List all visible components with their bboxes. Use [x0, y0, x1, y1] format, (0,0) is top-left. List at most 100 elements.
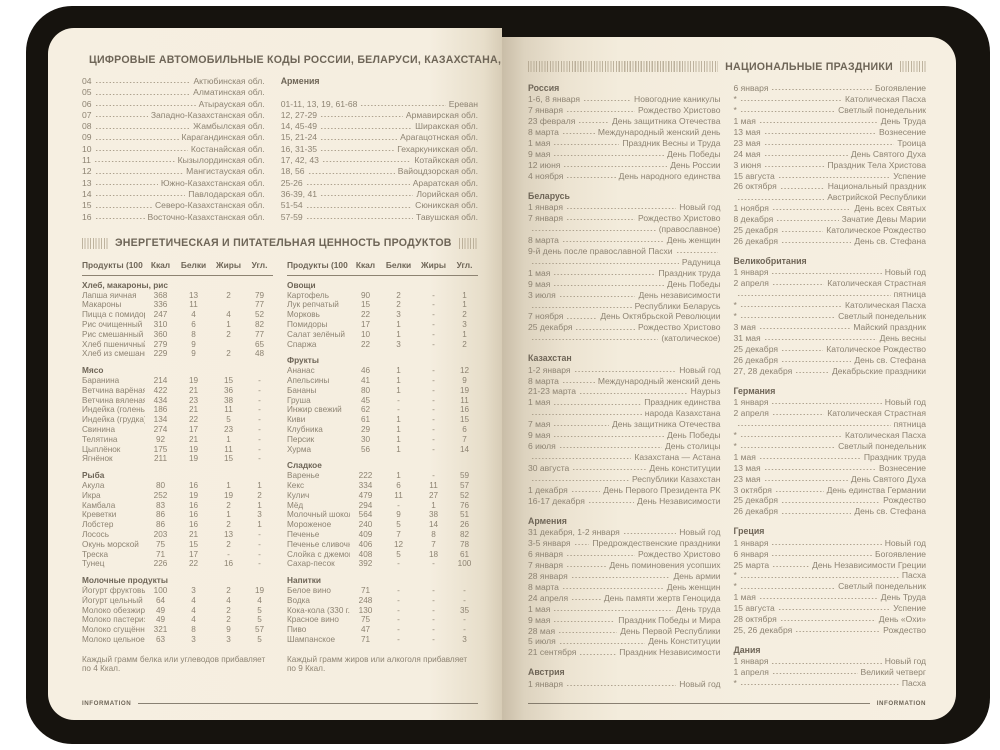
- holiday-row-value: День Октябрьской Революции: [600, 311, 721, 322]
- food-value: 23: [188, 395, 199, 405]
- dot-leader: [739, 440, 836, 452]
- food-value: 2: [226, 349, 231, 359]
- holiday-row-value: Католическая Пасха: [845, 93, 926, 104]
- food-value: 11: [189, 300, 198, 310]
- holiday-row: 1 мая Праздник единства: [528, 397, 721, 409]
- holiday-row-key: 1 января: [733, 656, 769, 667]
- auto-codes-table: 04 Актюбинская обл. 05 Алматинская обл. 06 Ат…: [82, 76, 478, 223]
- food-value: 16: [188, 481, 199, 490]
- food-group: Сладкое Варенье 222 1-59 Кекс 334 6 11 57 Кулич 47…: [287, 461, 478, 569]
- dot-leader: [780, 225, 824, 237]
- holiday-row: 25 декабря Католическое Рождество: [734, 343, 926, 355]
- food-value: 15: [223, 454, 234, 464]
- dot-leader: [565, 213, 636, 224]
- food-value: 422: [153, 385, 168, 395]
- food-value: 71: [360, 585, 371, 595]
- food-name: Окунь морской: [82, 539, 139, 549]
- food-value: -: [258, 549, 261, 559]
- food-name: Салат зелёный: [287, 329, 345, 339]
- food-value: 7: [431, 539, 436, 549]
- food-name: Мёд: [287, 500, 304, 510]
- food-value: -: [432, 425, 435, 435]
- holiday-row-key: 28 октября: [733, 614, 777, 625]
- holiday-row: 1 мая Праздник труда: [528, 267, 721, 279]
- food-row: Водка 248 - - -: [287, 596, 478, 606]
- holiday-row-value: Международный женский день: [597, 127, 721, 138]
- dot-leader: [739, 570, 899, 582]
- footer-rule: [528, 703, 870, 704]
- code-row: 04 Актюбинская обл.: [82, 76, 265, 88]
- holiday-row-key: 31 мая: [733, 332, 761, 343]
- holiday-row-key: 21-23 марта: [528, 386, 577, 397]
- dot-leader: [553, 430, 665, 442]
- food-name: Ветчина вяленая: [82, 395, 145, 405]
- holiday-row: пятница: [734, 418, 926, 430]
- food-name: Цыплёнок: [82, 444, 121, 454]
- holiday-row: 24 мая День Святого Духа: [734, 148, 926, 160]
- notebook-cover: ЦИФРОВЫЕ АВТОМОБИЛЬНЫЕ КОДЫ РОССИИ, БЕЛА…: [26, 6, 990, 744]
- code-row-value: Костанайская обл.: [190, 143, 265, 154]
- holiday-row-value: Богоявление: [874, 548, 926, 559]
- food-value: 16: [459, 405, 470, 415]
- holiday-row-value: День конституции: [649, 463, 721, 474]
- food-value: 47: [360, 625, 371, 635]
- dot-leader: [531, 452, 632, 464]
- food-value: 36: [223, 385, 234, 395]
- holiday-row: 1 мая День Труда: [734, 115, 926, 127]
- country-name: Россия: [528, 83, 560, 93]
- food-row: Шампанское 71 - - 3: [287, 635, 478, 645]
- food-value: 334: [358, 481, 373, 490]
- food-value: 71: [360, 634, 371, 644]
- code-row: 05 Алматинская обл.: [82, 87, 265, 99]
- food-name: Печенье: [287, 529, 320, 539]
- food-name: Макароны: [82, 300, 122, 310]
- dot-leader: [553, 138, 620, 149]
- food-name: Пицца с помидорами: [82, 310, 145, 320]
- nutrition-column-headers: Продукты (100 г) Ккал Белки Жиры Угл.: [82, 260, 273, 276]
- food-value: 279: [153, 339, 168, 349]
- holiday-row-value: День труда: [676, 603, 721, 614]
- holiday-row: Казахстана — Астана: [528, 452, 721, 464]
- holiday-row-value: Праздник труда: [863, 451, 926, 462]
- holiday-row-value: Новый год: [679, 678, 721, 689]
- food-value: -: [432, 395, 435, 405]
- holiday-row: 6 июля День столицы: [528, 441, 721, 453]
- column-header: Ккал: [150, 259, 171, 270]
- food-value: -: [432, 444, 435, 454]
- dot-leader: [771, 656, 882, 668]
- food-value: 11: [429, 481, 438, 490]
- food-value: 4: [191, 605, 196, 615]
- food-row: Молоко пастеризованное 49 4 2 5: [82, 615, 273, 625]
- food-value: 22: [188, 415, 199, 425]
- holiday-row-value: Светлый понедельник: [838, 311, 926, 322]
- holiday-row: 3-5 января Предрождественские праздники: [528, 538, 721, 549]
- holiday-row-value: Католическая Страстная: [827, 407, 926, 418]
- code-row-value: Ереван: [448, 98, 478, 109]
- food-value: -: [397, 395, 400, 405]
- food-value: 49: [155, 615, 166, 625]
- holiday-row-key: 24 апреля: [528, 592, 569, 603]
- food-value: 186: [153, 405, 168, 415]
- holiday-row-value: Праздник труда: [658, 267, 721, 278]
- food-value: 46: [360, 366, 371, 376]
- dot-leader: [94, 109, 148, 122]
- food-value: 1: [396, 444, 401, 454]
- food-value: 38: [223, 395, 234, 405]
- code-row: 13 Южно-Казахстанская обл.: [82, 177, 265, 189]
- code-row-value: Вайоцдзорская обл.: [397, 166, 478, 177]
- food-row: Окунь морской 75 15 2 -: [82, 540, 273, 550]
- holiday-row: 1 мая День Труда: [734, 592, 926, 604]
- holiday-row-value: День Труда: [880, 592, 926, 603]
- food-value: 2: [226, 329, 231, 339]
- code-row-key: 14: [82, 188, 92, 199]
- dot-leader: [531, 473, 629, 485]
- holiday-row-value: Казахстана — Астана: [634, 452, 721, 463]
- dot-leader: [739, 104, 836, 116]
- holiday-row-key: 23 февраля: [528, 116, 576, 127]
- code-row: 15, 21-24 Арагацотнская обл.: [281, 132, 478, 144]
- food-value: 2: [226, 290, 231, 300]
- holiday-row: 1 апреля Великий четверг: [734, 667, 926, 679]
- food-value: 175: [153, 444, 168, 454]
- holiday-row: 8 марта Международный женский день: [528, 375, 721, 387]
- dot-leader: [771, 267, 882, 279]
